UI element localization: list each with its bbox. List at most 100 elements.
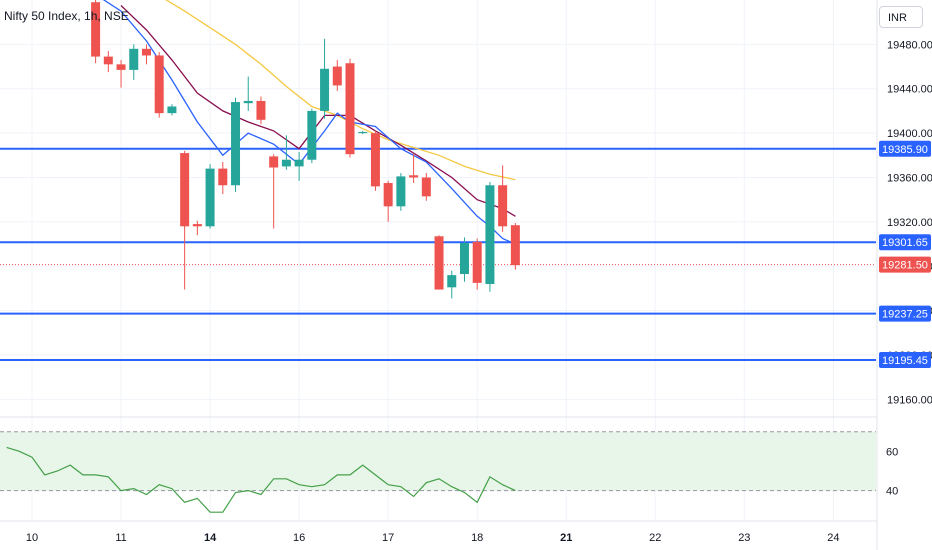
ema-fast-line [102,0,516,245]
level-price-tag-text: 19195.45 [882,355,928,367]
candle-body [498,185,508,227]
candle [307,108,317,164]
candle [459,237,469,282]
candle-body [307,110,317,160]
level-price-tag-box [879,234,931,251]
price-tick-label: 19160.00 [887,394,932,406]
candle-body [180,153,190,227]
candle [434,235,444,290]
candle [256,96,266,125]
candle-body [409,175,419,178]
candle [383,180,393,222]
last-price-tag-text: 19281.50 [882,260,928,272]
level-price-tag-text: 19301.65 [882,237,928,249]
candle-body [294,159,304,167]
time-tick-label: 22 [649,532,661,544]
candle [472,238,482,290]
rsi-tick-label: 40 [886,486,898,498]
candle [243,76,253,111]
candle-body [192,224,202,227]
candle-body [218,168,228,186]
level-price-tag-box [879,305,931,322]
candle [358,130,368,135]
candle-body [269,156,279,168]
currency-button[interactable]: INR [879,6,923,28]
rsi-indicator [0,431,876,513]
candle [294,151,304,181]
level-price-tag-box [879,352,931,369]
candle [91,0,101,64]
candle-body [421,177,431,197]
candle-body [141,48,151,56]
candle-body [345,63,355,155]
candle [154,52,164,118]
price-axis-background [877,34,932,550]
time-tick-label: 18 [471,532,483,544]
candle-body [396,176,406,207]
time-tick-label: 17 [382,532,394,544]
time-tick-label: 23 [738,532,750,544]
rsi-tick-label: 60 [886,446,898,458]
symbol-title: Nifty 50 Index, 1h, NSE [4,9,129,23]
candle [498,165,508,232]
time-tick-label: 24 [827,532,839,544]
price-tick-label: 19440.00 [887,84,932,96]
candle [205,164,215,229]
candle-body [116,64,126,70]
candle [116,59,126,88]
time-tick-label: 10 [26,532,38,544]
candle-body [370,133,380,187]
moving-averages [102,0,516,245]
candle-body [231,102,241,186]
time-tick-label: 14 [204,532,217,544]
candle [345,58,355,158]
candle [485,181,495,292]
last-price-tag-box [879,256,931,273]
candle [447,270,457,299]
level-price-tag: 19237.25 [879,305,931,322]
candle-body [91,2,101,57]
candle [167,104,177,116]
candle [192,220,202,236]
price-tick-label: 19320.00 [887,217,932,229]
rsi-line [6,446,516,513]
candle [269,154,279,229]
time-tick-label: 21 [560,532,572,544]
price-axis[interactable]: 19160.0019200.0019240.0019280.0019320.00… [877,34,932,550]
candle [510,222,520,270]
rsi-band [0,431,876,491]
candle-body [256,100,266,120]
last-price-tag: 19281.50 [879,256,931,273]
candle [281,135,291,170]
candle-body [103,56,113,65]
candle [370,130,380,191]
candle-body [510,225,520,266]
candle-body [434,236,444,290]
candle [141,44,151,65]
candle-body [358,132,368,134]
candle-body [243,100,253,104]
candle-body [281,159,291,167]
candle [421,173,431,201]
level-price-tag-text: 19385.90 [882,144,928,156]
candle-body [383,183,393,207]
level-price-tag-text: 19237.25 [882,309,928,321]
time-tick-label: 16 [293,532,305,544]
level-price-tag: 19195.45 [879,352,931,369]
level-price-tag-box [879,140,931,157]
candle [231,97,241,192]
candle [332,59,342,91]
time-axis[interactable]: 10 11 14 16 17 18 21 22 23 24 [26,532,840,544]
candle-body [485,185,495,284]
candle-body [320,68,330,111]
level-price-tag: 19301.65 [879,234,931,251]
time-tick-label: 11 [115,532,126,544]
level-price-tag: 19385.90 [879,140,931,157]
candle-body [167,106,177,114]
candle-body [447,275,457,288]
price-tags: 19385.90 19301.65 19237.25 19195.45 19281.50 [879,140,931,369]
candle [180,150,190,290]
price-tick-label: 19400.00 [887,128,932,140]
